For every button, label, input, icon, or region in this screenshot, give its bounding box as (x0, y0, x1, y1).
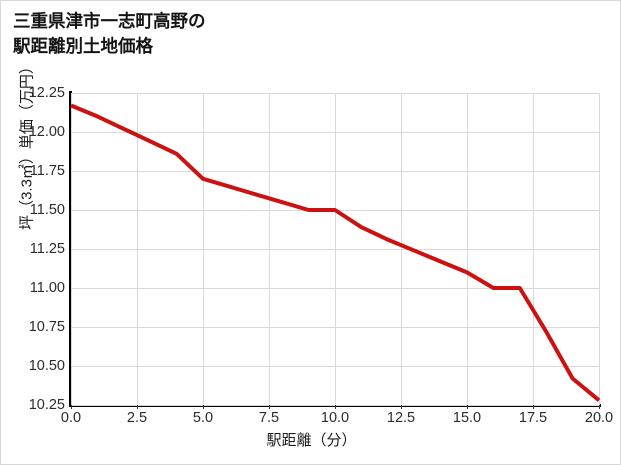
series-line-svg (70, 103, 601, 402)
y-axis-tick-label: 12.00 (28, 124, 65, 140)
x-axis-tick-label: 12.5 (386, 410, 416, 426)
gridline-vertical (71, 93, 72, 405)
y-axis-tick-label: 10.50 (28, 358, 65, 374)
gridline-vertical (401, 93, 402, 405)
chart-title: 三重県津市一志町高野の 駅距離別土地価格 (13, 11, 206, 57)
y-axis-tick-label: 11.00 (29, 280, 65, 296)
x-axis-tick-mark (599, 405, 600, 409)
x-axis-tick-label: 10.0 (320, 410, 350, 426)
x-axis-tick-mark (269, 405, 270, 409)
y-axis-tick-label: 12.25 (28, 85, 65, 101)
x-axis-tick-mark (137, 405, 138, 409)
gridline-vertical (335, 93, 336, 405)
series-line-path (70, 103, 601, 402)
x-axis-tick-mark (533, 405, 534, 409)
x-axis-tick-label: 17.5 (518, 410, 548, 426)
x-axis-tick-label: 7.5 (258, 410, 280, 426)
x-axis-tick-mark (71, 405, 72, 409)
gridline-vertical (269, 93, 270, 405)
y-axis-tick-label: 10.75 (28, 319, 65, 335)
gridline-vertical (599, 93, 600, 405)
y-axis-tick-label: 11.25 (29, 241, 65, 257)
gridline-vertical (137, 93, 138, 405)
x-axis-tick-mark (401, 405, 402, 409)
gridline-vertical (203, 93, 204, 405)
x-axis-tick-label: 15.0 (452, 410, 482, 426)
y-axis-tick-label: 11.50 (29, 202, 65, 218)
x-axis-title: 駅距離（分） (266, 432, 357, 449)
x-axis-tick-label: 5.0 (192, 410, 214, 426)
y-axis-title: 坪（3.3㎡）単価（万円） (18, 59, 36, 230)
y-axis-tick-label: 11.75 (29, 163, 65, 179)
y-axis-tick-labels: 12.25 12.00 11.75 11.50 11.25 11.00 10.75 10.50… (1, 1, 65, 464)
gridline-vertical (533, 93, 534, 405)
x-axis-tick-label: 0.0 (60, 410, 82, 426)
y-axis-tick-label: 10.25 (28, 397, 65, 413)
x-axis-tick-label: 20.0 (584, 410, 614, 426)
gridline-vertical (467, 93, 468, 405)
plot-area (70, 93, 601, 406)
x-axis-tick-mark (467, 405, 468, 409)
y-axis-line (69, 91, 72, 407)
x-axis-tick-mark (335, 405, 336, 409)
x-axis-tick-label: 2.5 (126, 410, 148, 426)
x-axis-tick-mark (203, 405, 204, 409)
